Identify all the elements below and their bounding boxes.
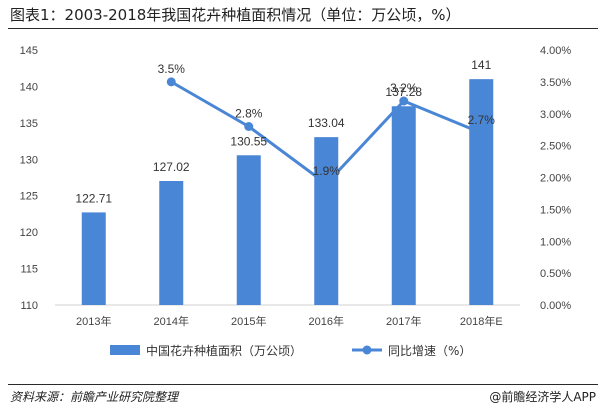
growth-point (244, 122, 254, 131)
growth-point (166, 77, 176, 87)
y-left-tick-label: 110 (20, 300, 38, 312)
brand-credit: @前瞻经济学人APP (489, 390, 596, 404)
y-right-tick-label: 2.50% (540, 141, 571, 153)
x-tick-label: 2015年 (231, 314, 266, 328)
y-left-tick-label: 140 (20, 81, 38, 93)
y-right-tick-label: 3.00% (540, 109, 571, 121)
chart-title: 图表1：2003-2018年我国花卉种植面积情况（单位：万公顷，%） (10, 6, 461, 24)
bar-series (81, 79, 494, 306)
bar (391, 106, 416, 305)
y-left-tick-label: 135 (20, 118, 38, 130)
y-right-tick-label: 1.50% (540, 204, 571, 216)
growth-point (476, 128, 486, 138)
data-labels: 122.71 127.02 130.55 133.04 137.28 141 3.5% 2.8… (75, 58, 495, 205)
growth-point (399, 96, 409, 106)
bar-value-label: 141 (471, 58, 491, 72)
bar-value-label: 137.28 (385, 85, 422, 99)
footer-divider (8, 384, 598, 385)
bar (314, 137, 339, 305)
growth-value-label: 1.9% (313, 164, 341, 178)
bar-value-label: 127.02 (153, 160, 190, 174)
legend: 中国花卉种植面积（万公顷） 同比增速（%） (110, 343, 471, 358)
y-left-tick-label: 120 (20, 227, 38, 239)
bar (159, 180, 184, 305)
y-right-tick-label: 1.00% (540, 236, 571, 248)
legend-bar-swatch (110, 345, 140, 355)
bar-value-label: 133.04 (308, 116, 345, 130)
bar (469, 79, 494, 306)
y-right-tick-label: 3.50% (540, 77, 571, 89)
legend-bar-label: 中国花卉种植面积（万公顷） (146, 343, 302, 358)
legend-line-label: 同比增速（%） (388, 344, 471, 358)
growth-value-label: 2.8% (235, 107, 263, 121)
bar (81, 212, 106, 305)
bar (236, 155, 261, 305)
growth-point (321, 179, 331, 189)
x-tick-label: 2013年 (76, 314, 111, 328)
x-tick-label: 2014年 (154, 314, 189, 328)
growth-value-label: 3.5% (158, 62, 186, 76)
y-right-tick-label: 0.50% (540, 268, 571, 280)
growth-value-label: 2.7% (468, 113, 496, 127)
x-tick-label: 2017年 (386, 314, 421, 328)
bar-value-label: 122.71 (75, 191, 112, 205)
y-left-tick-label: 115 (20, 264, 38, 276)
x-tick-label: 2018年E (460, 314, 503, 328)
y-left-tick-label: 125 (20, 191, 38, 203)
y-right-tick-label: 4.00% (540, 45, 571, 57)
source-note: 资料来源：前瞻产业研究院整理 (10, 390, 179, 404)
axes-layer: 110 115 120 125 130 135 140 145 0.00% 0.50% 1.00% 1… (20, 45, 572, 328)
x-tick-label: 2016年 (309, 314, 344, 328)
y-right-tick-label: 0.00% (540, 300, 571, 312)
combo-chart: 110 115 120 125 130 135 140 145 0.00% 0.50% 1.00% 1… (20, 45, 572, 358)
growth-value-label: 3.2% (390, 81, 418, 95)
y-left-tick-label: 145 (20, 45, 38, 57)
bar-value-label: 130.55 (230, 134, 267, 148)
y-right-tick-label: 2.00% (540, 173, 571, 185)
line-series (166, 77, 486, 189)
y-left-tick-label: 130 (20, 154, 38, 166)
title-divider (8, 28, 598, 29)
legend-line-marker (362, 345, 372, 355)
